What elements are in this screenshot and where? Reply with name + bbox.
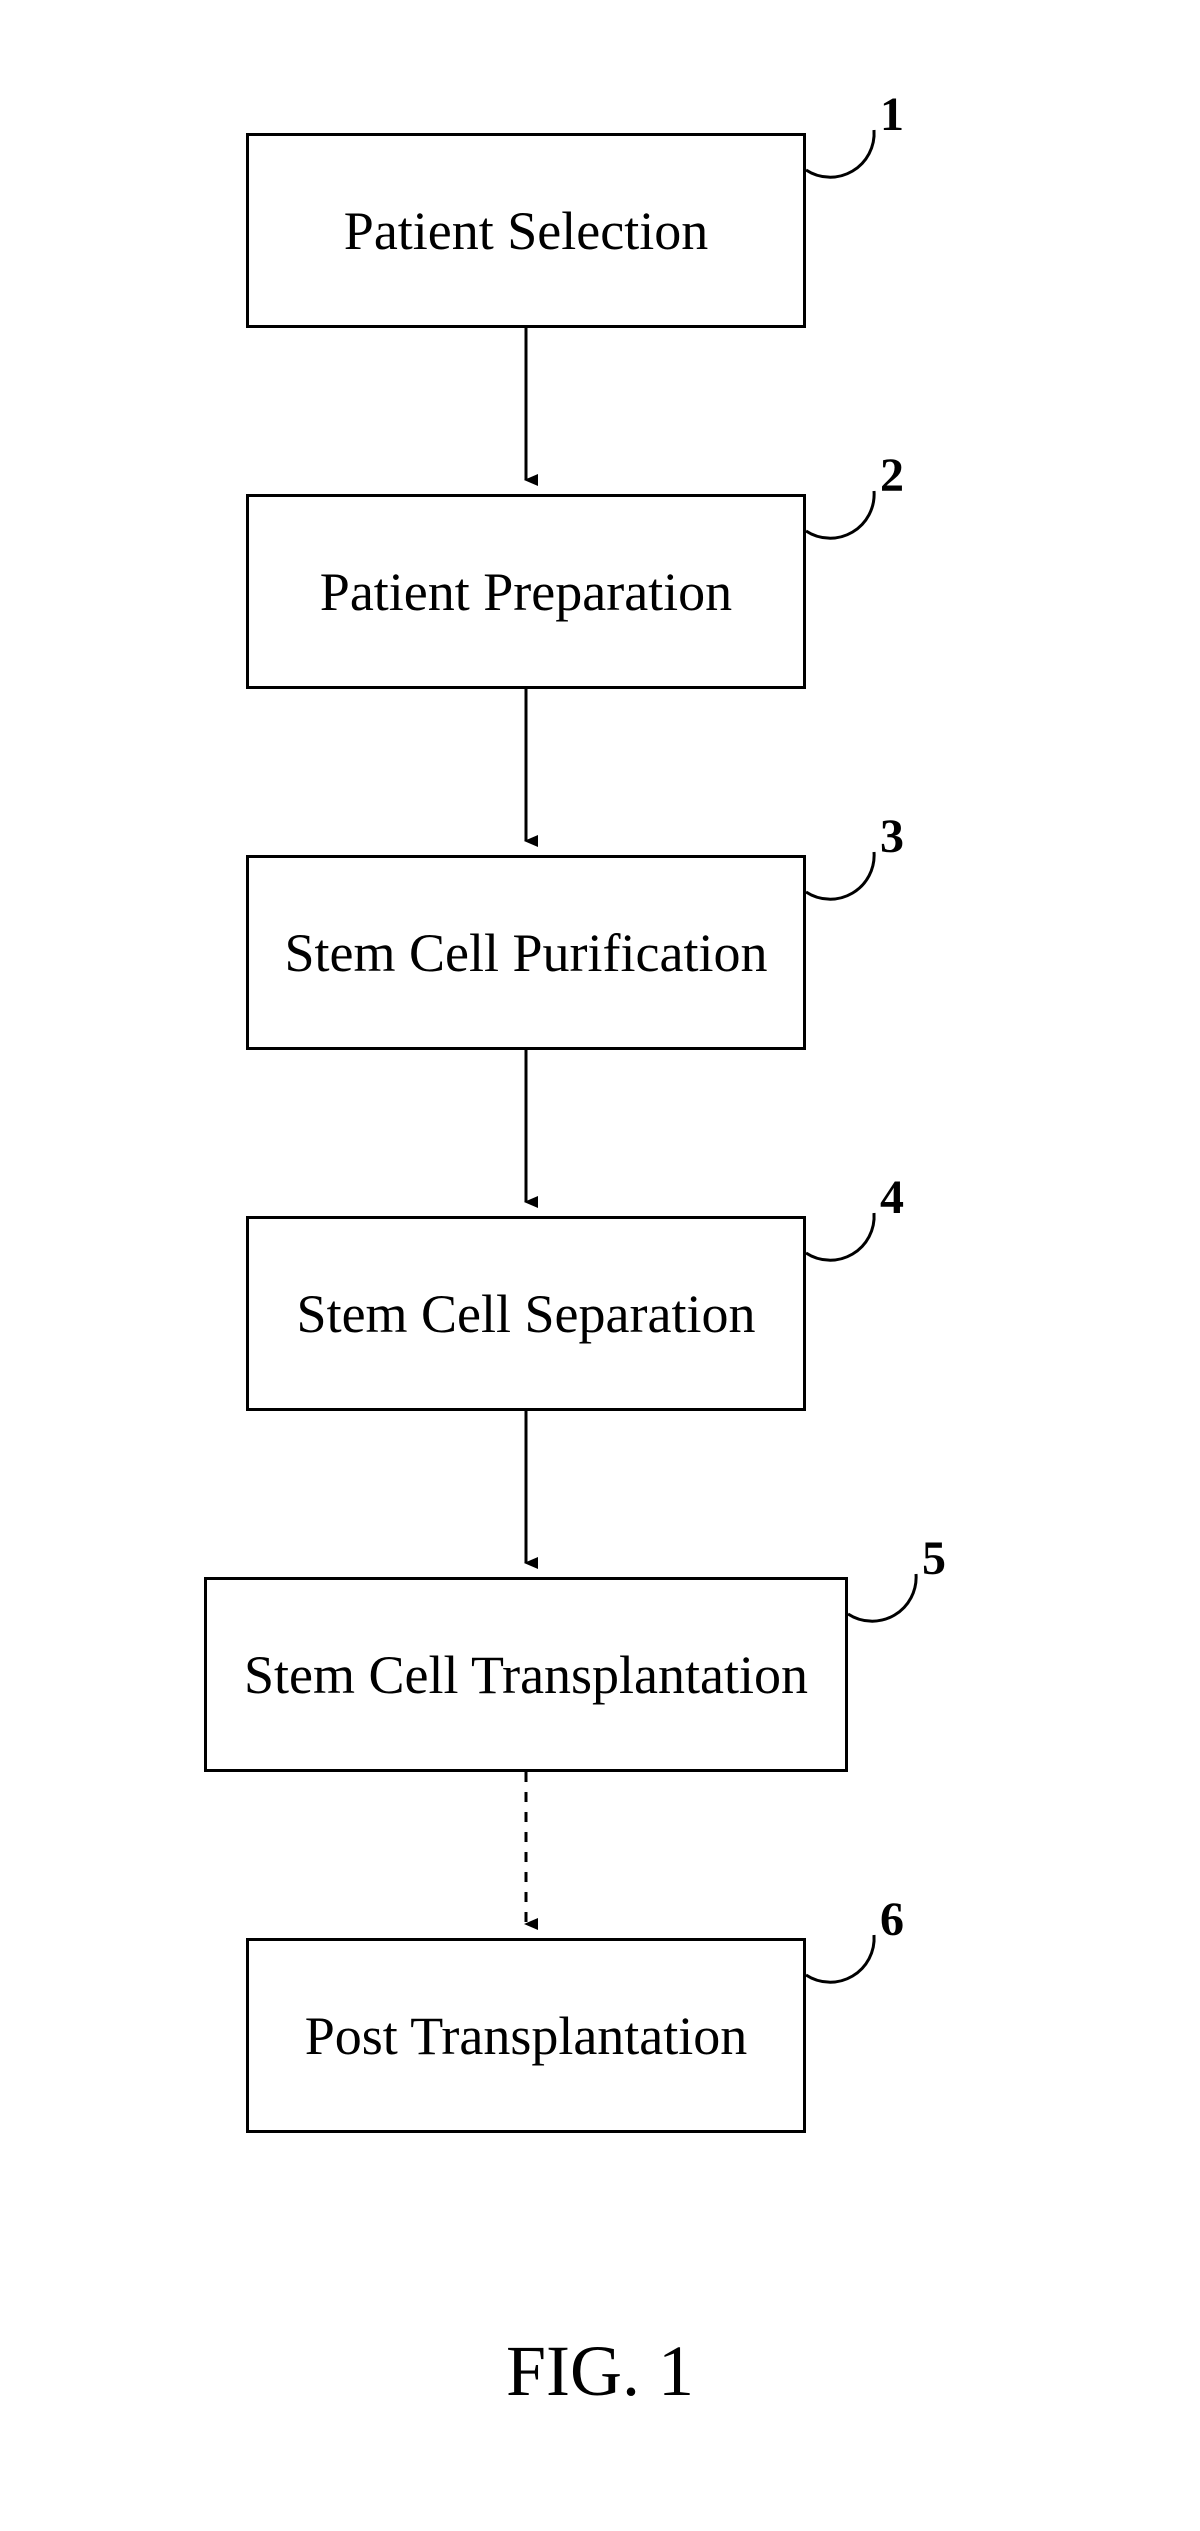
ref-callout-arc [806,491,874,538]
flowchart-node: Patient Selection [246,133,806,328]
node-label: Stem Cell Separation [297,1283,756,1345]
ref-number: 6 [880,1892,904,1947]
ref-number: 1 [880,87,904,142]
ref-callout-arc [806,852,874,899]
ref-number: 4 [880,1170,904,1225]
flowchart-node: Stem Cell Transplantation [204,1577,848,1772]
flowchart-node: Stem Cell Purification [246,855,806,1050]
ref-callout-arc [848,1574,916,1621]
node-label: Stem Cell Transplantation [244,1644,808,1706]
node-label: Stem Cell Purification [285,922,768,984]
node-label: Patient Selection [344,200,708,262]
ref-number: 5 [922,1531,946,1586]
figure-caption: FIG. 1 [0,2330,1200,2413]
flowchart-node: Patient Preparation [246,494,806,689]
flowchart-node: Post Transplantation [246,1938,806,2133]
flowchart-canvas: Patient Selection Patient Preparation St… [0,0,1200,2531]
node-label: Post Transplantation [305,2005,748,2067]
ref-callout-arc [806,1935,874,1982]
ref-number: 2 [880,448,904,503]
node-label: Patient Preparation [320,561,732,623]
flowchart-node: Stem Cell Separation [246,1216,806,1411]
ref-callout-arc [806,1213,874,1260]
ref-number: 3 [880,809,904,864]
ref-callout-arc [806,130,874,177]
